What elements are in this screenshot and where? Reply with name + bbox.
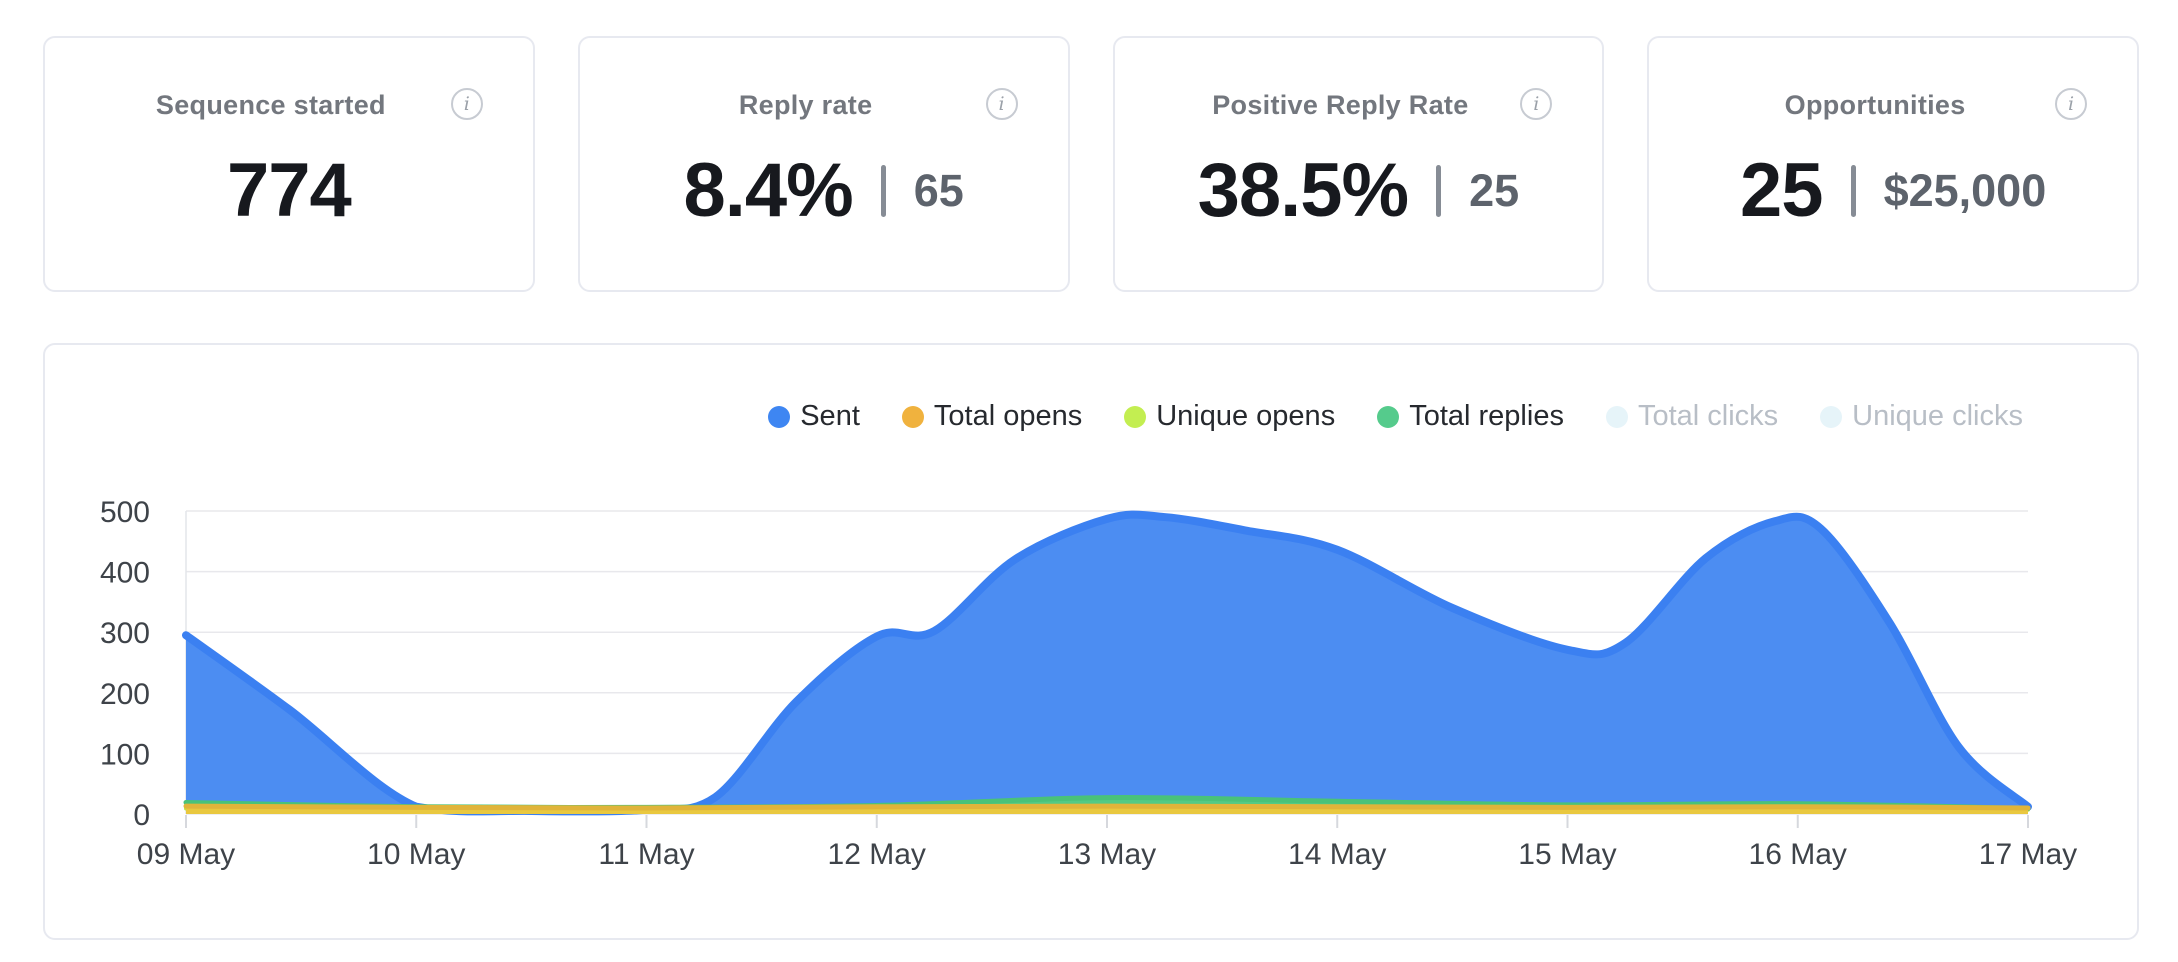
value-divider — [880, 164, 886, 217]
kpi-value-row: 774 — [226, 121, 352, 290]
x-axis-tick-label: 14 May — [1288, 838, 1386, 871]
y-axis-tick-label: 0 — [133, 799, 150, 832]
value-divider — [1850, 164, 1856, 217]
area-sent — [186, 514, 2028, 814]
y-axis-tick-label: 500 — [100, 496, 150, 529]
kpi-secondary-value: 65 — [913, 164, 964, 216]
info-icon-glyph: i — [463, 92, 470, 115]
legend-item-total-opens[interactable]: Total opens — [901, 400, 1083, 433]
kpi-title: Reply rate — [738, 90, 873, 120]
kpi-card-reply-rate: Reply rate i 8.4% 65 — [577, 36, 1070, 292]
legend-label: Total replies — [1409, 400, 1564, 432]
x-axis-tick-label: 13 May — [1058, 838, 1156, 871]
kpi-title: Positive Reply Rate — [1212, 90, 1469, 120]
chart-card: Sent Total opens Unique opens Total replies… — [43, 343, 2139, 940]
legend-item-total-replies[interactable]: Total replies — [1377, 400, 1564, 433]
legend-label: Unique opens — [1156, 400, 1336, 432]
kpi-title-row: Sequence started — [27, 90, 515, 121]
kpi-value-row: 8.4% 65 — [683, 121, 963, 290]
info-icon-glyph: i — [1533, 92, 1540, 115]
legend-item-sent[interactable]: Sent — [768, 400, 860, 433]
kpi-title-row: Positive Reply Rate — [1097, 90, 1585, 121]
chart-svg[interactable]: 0 100 200 300 400 500 09 May 10 May 11 May 12 May… — [45, 345, 2141, 942]
x-axis-tick-label: 10 May — [367, 838, 465, 871]
kpi-title: Opportunities — [1784, 90, 1966, 120]
legend-dot — [1605, 405, 1628, 428]
x-axis-tick-label: 12 May — [828, 838, 926, 871]
legend-label: Sent — [800, 400, 860, 432]
info-icon-glyph: i — [998, 92, 1005, 115]
kpi-value: 25 — [1740, 148, 1824, 233]
legend-dot — [901, 405, 924, 428]
y-axis-tick-label: 400 — [100, 557, 150, 590]
x-axis-tick-label: 09 May — [137, 838, 235, 871]
info-icon[interactable]: i — [1520, 88, 1553, 120]
legend-item-unique-opens[interactable]: Unique opens — [1124, 400, 1335, 433]
legend-dot — [768, 405, 791, 428]
line-total-opens — [183, 803, 2031, 811]
kpi-value: 8.4% — [683, 148, 853, 233]
kpi-title-row: Opportunities — [1631, 90, 2119, 121]
kpi-secondary-value: $25,000 — [1883, 164, 2047, 216]
legend-item-unique-clicks[interactable]: Unique clicks — [1820, 400, 2023, 433]
legend-label: Total opens — [933, 400, 1083, 432]
y-axis-tick-label: 200 — [100, 678, 150, 711]
kpi-title-row: Reply rate — [562, 90, 1050, 121]
legend-label: Total clicks — [1637, 400, 1779, 432]
info-icon[interactable]: i — [450, 88, 483, 120]
kpi-card-positive-reply-rate: Positive Reply Rate i 38.5% 25 — [1112, 36, 1605, 292]
legend-dot — [1377, 405, 1400, 428]
x-axis-tick-label: 15 May — [1518, 838, 1616, 871]
x-axis-tick-label: 17 May — [1979, 838, 2077, 871]
info-icon-glyph: i — [2067, 92, 2075, 115]
kpi-value-row: 38.5% 25 — [1198, 121, 1520, 290]
info-icon[interactable]: i — [985, 88, 1018, 120]
kpi-cards-row: Sequence started i 774 Reply rate i 8.4%… — [43, 36, 2139, 292]
kpi-value-row: 25 $25,000 — [1740, 121, 2046, 290]
legend-label: Unique clicks — [1852, 400, 2023, 432]
kpi-title: Sequence started — [155, 90, 386, 120]
y-axis-tick-label: 100 — [100, 738, 150, 771]
kpi-secondary-value: 25 — [1469, 164, 1520, 216]
value-divider — [1436, 164, 1442, 217]
legend-dot — [1124, 405, 1147, 428]
legend-dot — [1820, 405, 1843, 428]
info-icon[interactable]: i — [2055, 88, 2087, 120]
chart-legend: Sent Total opens Unique opens Total replies… — [768, 400, 2023, 433]
y-axis-tick-label: 300 — [100, 617, 150, 650]
x-axis-tick-label: 16 May — [1749, 838, 1847, 871]
kpi-card-sequence-started: Sequence started i 774 — [43, 36, 535, 292]
kpi-value: 38.5% — [1197, 148, 1409, 233]
legend-item-total-clicks[interactable]: Total clicks — [1605, 400, 1779, 433]
kpi-card-opportunities: Opportunities i 25 $25,000 — [1647, 36, 2139, 292]
kpi-value: 774 — [226, 148, 352, 233]
x-axis-tick-label: 11 May — [598, 838, 694, 871]
